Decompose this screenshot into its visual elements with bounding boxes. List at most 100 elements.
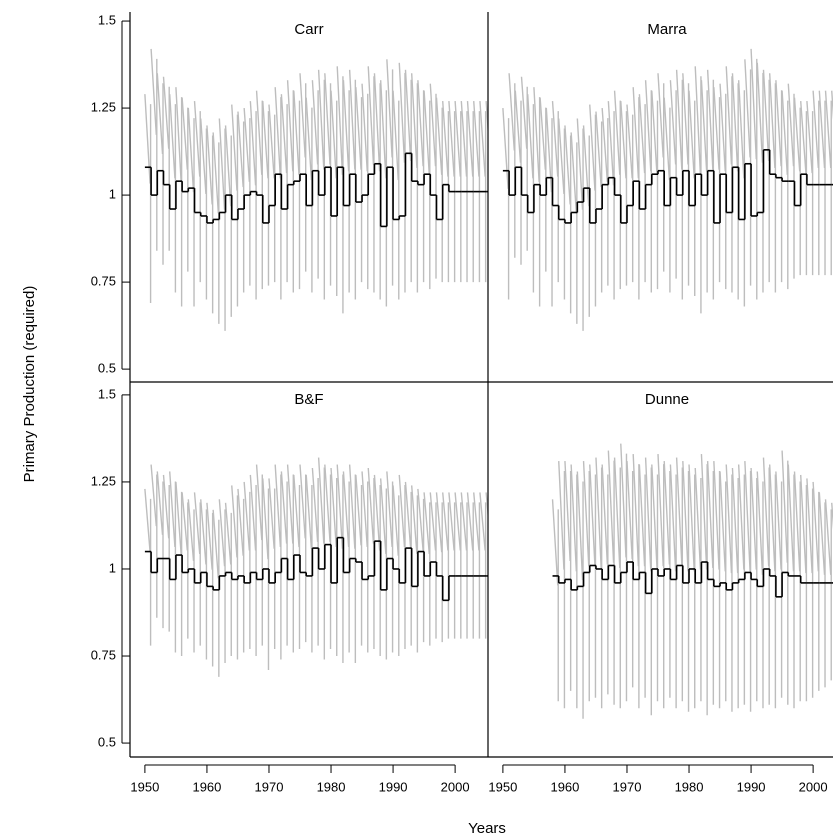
seasonal-range [311,80,319,279]
seasonal-range [768,73,777,293]
seasonal-range [336,66,344,314]
x-tick-label: 2000 [441,779,470,794]
seasonal-range [731,73,739,300]
seasonal-range [144,94,152,303]
seasonal-range [330,467,338,657]
seasonal-range [162,76,170,251]
seasonal-range [651,90,659,290]
seasonal-range [460,492,468,639]
seasonal-range [193,492,201,646]
seasonal-range [514,90,522,265]
seasonal-range [539,97,547,272]
seasonal-range [576,471,584,719]
seasonal-range [812,90,820,276]
x-tick-label: 1950 [488,779,517,794]
seasonal-range [169,94,177,293]
seasonal-range [398,62,406,293]
seasonal-range [479,101,487,283]
seasonal-range [255,464,263,646]
seasonal-range [324,73,332,286]
seasonal-range [663,461,671,698]
seasonal-range [806,101,814,276]
seasonal-range [299,73,307,272]
seasonal-range [663,97,671,293]
seasonal-range [361,471,369,653]
seasonal-range [169,471,177,653]
seasonal-range [812,481,820,691]
seasonal-range [632,87,640,300]
seasonal-range [558,118,566,300]
y-tick-label: 1.25 [91,473,116,488]
seasonal-range [305,474,313,653]
seasonal-range [392,485,400,657]
seasonal-range [286,80,294,293]
seasonal-range [800,474,808,702]
seasonal-range [398,474,406,650]
seasonal-range [589,104,597,307]
seasonal-range [725,66,733,293]
seasonal-range [206,125,214,314]
seasonal-range [466,492,474,639]
seasonal-range [162,474,170,632]
seasonal-range [781,90,789,290]
seasonal-range [274,464,282,660]
x-tick-label: 1970 [613,779,642,794]
seasonal-range [824,499,832,681]
seasonal-range [626,104,634,283]
panel [144,457,488,677]
seasonal-range [775,80,783,283]
seasonal-range [249,101,257,300]
seasonal-range [613,90,621,290]
y-tick-label: 1.5 [98,386,116,401]
seasonal-range [508,73,516,258]
seasonal-range [466,101,474,283]
seasonal-range [262,101,270,286]
seasonal-range [454,492,462,639]
seasonal-range [638,464,646,698]
seasonal-range [175,87,183,307]
seasonal-range [442,101,450,283]
panel [551,443,833,719]
seasonal-range [150,48,158,251]
seasonal-range [218,499,226,663]
seasonal-range [657,454,665,709]
x-tick-label: 1970 [255,779,284,794]
seasonal-range [638,94,646,283]
seasonal-range [187,108,195,307]
seasonal-range [410,485,419,653]
seasonal-range [669,464,677,709]
seasonal-range [793,471,801,702]
seasonal-range [682,73,690,286]
seasonal-range [700,80,708,293]
seasonal-range [669,80,677,279]
seasonal-range [454,101,462,283]
seasonal-range [317,69,326,300]
x-tick-label: 1960 [550,779,579,794]
seasonal-range [632,454,640,709]
seasonal-range [485,492,488,522]
seasonal-range [750,48,758,300]
seasonal-range [150,464,158,618]
seasonal-range [144,488,152,646]
seasonal-range [410,73,419,293]
seasonal-range [181,492,189,639]
seasonal-range [175,481,183,657]
seasonal-range [448,101,456,283]
y-tick-label: 1.25 [91,100,116,115]
x-tick-label: 1990 [737,779,766,794]
seasonal-range [237,488,245,653]
seasonal-range [762,69,770,283]
seasonal-range [824,90,832,276]
y-tick-label: 0.75 [91,647,116,662]
panel [502,48,833,331]
seasonal-range [731,467,739,709]
seasonal-range [249,474,257,657]
seasonal-range [800,101,808,276]
seasonal-range [787,464,795,709]
seasonal-range [336,464,344,663]
y-tick-label: 0.5 [98,361,116,376]
seasonal-range [181,97,189,272]
seasonal-range [744,59,752,286]
seasonal-range [675,69,684,300]
